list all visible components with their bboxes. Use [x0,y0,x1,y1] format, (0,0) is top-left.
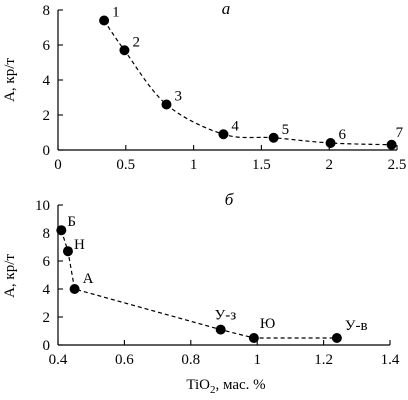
x-tick-label-a: 0 [54,157,62,173]
data-point-b [331,333,342,343]
trend-line-a [103,20,392,146]
data-point-b [215,324,226,335]
x-axis-label-main: TiO [186,377,210,393]
x-tick-label-b: 1.2 [314,352,333,368]
point-label-b: Б [67,214,76,230]
x-tick-label-b: 0.8 [181,352,200,368]
curve-layer-b [60,230,337,339]
data-point-a [386,139,397,150]
x-axis-label-tail: , мас. % [215,377,265,393]
x-axis-label-b: TiO2, мас. % [186,377,265,396]
trend-line-b [60,230,337,339]
data-point-b [62,246,73,257]
tick-layer-a: 0 0.5 1 1.5 2 2.5 0 2 4 6 8 [43,3,407,173]
point-label-b: А [83,271,94,287]
y-tick-label-b: 2 [43,310,51,326]
point-label-b: Ю [260,316,275,332]
x-tick-label-a: 0.5 [116,157,135,173]
data-point-a [218,129,229,140]
y-axis-label-a: А, кр/т [2,58,18,102]
y-tick-label-b: 0 [43,338,51,354]
point-label-a: 4 [231,118,239,134]
x-tick-label-b: 1 [253,352,261,368]
data-point-b [69,284,80,294]
point-label-b: Н [74,237,85,253]
point-label-a: 1 [112,5,120,21]
point-label-b: У-з [215,308,237,324]
data-point-a [325,138,336,148]
x-tick-label-a: 2 [325,157,333,173]
curve-layer-a [103,20,392,146]
point-label-a: 3 [174,89,182,105]
data-point-b [56,225,67,236]
y-tick-label-b: 4 [43,282,51,298]
x-tick-label-a: 1.5 [252,157,271,173]
point-label-a: 6 [339,127,347,143]
y-tick-label-a: 8 [43,3,51,19]
data-point-b [248,333,259,343]
y-tick-label-b: 10 [35,198,50,214]
y-tick-label-b: 8 [43,226,51,242]
data-point-a [119,45,130,56]
point-label-a: 5 [282,122,290,138]
panel-letter-b: б [225,190,234,209]
x-tick-label-a: 2.5 [388,157,407,173]
x-tick-label-a: 1 [190,157,198,173]
x-axis-label-subscript: 2 [210,384,216,396]
points-layer-a: 12 3 4 5 6 7 [99,5,404,150]
y-axis-label-b: А, кр/т [2,254,18,298]
panel-letter-a: a [222,0,231,18]
y-tick-label-b: 6 [43,254,51,270]
chart-panel-b: б А, кр/т TiO2, мас. % 0.4 0.6 0.8 1 1.2 1.40… [2,190,400,396]
y-tick-label-a: 6 [43,38,51,54]
x-tick-label-b: 0.4 [49,352,68,368]
y-tick-label-a: 0 [43,143,51,159]
x-tick-label-b: 0.6 [115,352,134,368]
data-point-a [268,132,279,143]
tick-layer-b: 0.4 0.6 0.8 1 1.2 1.4 0 2 4 6 8 10 [35,198,400,368]
point-label-b: У-в [345,318,368,334]
points-layer-b: БН А У-з Ю У-в [56,214,368,343]
y-tick-label-a: 2 [43,108,51,124]
y-tick-label-a: 4 [43,73,51,89]
point-label-a: 2 [132,34,140,50]
data-point-a [99,15,110,26]
data-point-a [161,99,172,110]
plot-frame-a [58,10,397,150]
point-label-a: 7 [396,125,404,141]
x-tick-label-b: 1.4 [381,352,400,368]
